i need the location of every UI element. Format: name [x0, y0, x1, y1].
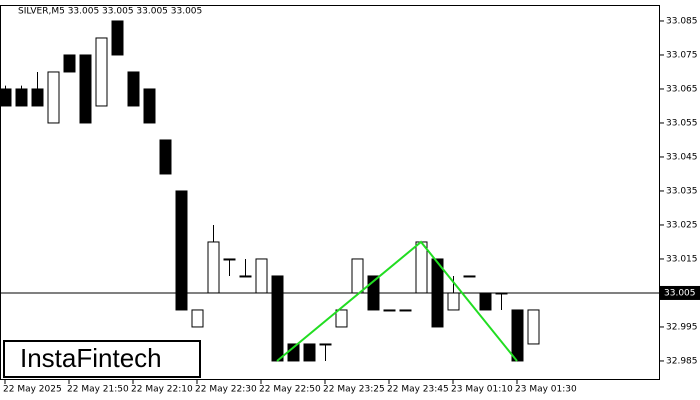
candle-body: [511, 309, 524, 362]
x-tick-label: 22 May 23:25: [323, 385, 385, 395]
chart-title: SILVER,M5 33.005 33.005 33.005 33.005: [18, 7, 202, 17]
current-price-box: [660, 285, 700, 300]
candle-body: [191, 309, 204, 328]
pattern-line: [276, 240, 518, 362]
candle-body: [143, 88, 156, 124]
candle-body: [271, 275, 284, 362]
y-tick-label: 33.035: [666, 186, 698, 196]
watermark: InstaFintech: [20, 343, 162, 373]
candle-body: [111, 20, 124, 56]
candle-body: [223, 258, 236, 261]
candle-body: [63, 54, 76, 73]
candle-body: [527, 309, 540, 345]
candle-body: [335, 309, 348, 328]
candle-body: [47, 71, 60, 124]
candle-body: [95, 37, 108, 107]
candle-body: [255, 258, 268, 294]
x-tick-label: 22 May 21:50: [67, 385, 129, 395]
x-tick-label: 23 May 01:30: [515, 385, 577, 395]
y-tick-label: 33.015: [666, 254, 698, 264]
candle-body: [303, 343, 316, 362]
x-tick-label: 22 May 22:10: [131, 385, 193, 395]
x-tick-label: 22 May 2025: [3, 385, 62, 395]
candle-body: [79, 54, 92, 124]
y-tick-label: 32.995: [666, 322, 698, 332]
candle-body: [447, 292, 460, 311]
y-tick-label: 33.055: [666, 118, 698, 128]
candle-body: [31, 88, 44, 107]
candle-body: [479, 292, 492, 311]
candle-body: [415, 241, 428, 294]
candle-body: [399, 309, 412, 312]
current-price-label: 33.005: [664, 288, 696, 298]
candle-body: [15, 88, 28, 107]
candle-body: [351, 258, 364, 294]
candle-body: [463, 275, 476, 278]
plot-frame: [0, 5, 660, 380]
y-tick-label: 32.985: [666, 356, 698, 366]
candle-body: [175, 190, 188, 311]
y-tick-label: 33.045: [666, 152, 698, 162]
candle-body: [127, 71, 140, 107]
candle-body: [319, 343, 332, 346]
candle-body: [383, 309, 396, 312]
candle-body: [159, 139, 172, 175]
y-tick-label: 33.085: [666, 16, 698, 26]
x-tick-label: 22 May 22:30: [195, 385, 257, 395]
x-tick-label: 22 May 22:50: [259, 385, 321, 395]
watermark-box: [3, 340, 201, 378]
x-tick-label: 22 May 23:45: [387, 385, 449, 395]
candle-body: [239, 275, 252, 278]
candle-body: [207, 241, 220, 294]
candle-body: [0, 88, 12, 107]
y-tick-label: 33.065: [666, 84, 698, 94]
y-tick-label: 33.025: [666, 220, 698, 230]
x-tick-label: 23 May 01:10: [451, 385, 513, 395]
y-tick-label: 33.075: [666, 50, 698, 60]
